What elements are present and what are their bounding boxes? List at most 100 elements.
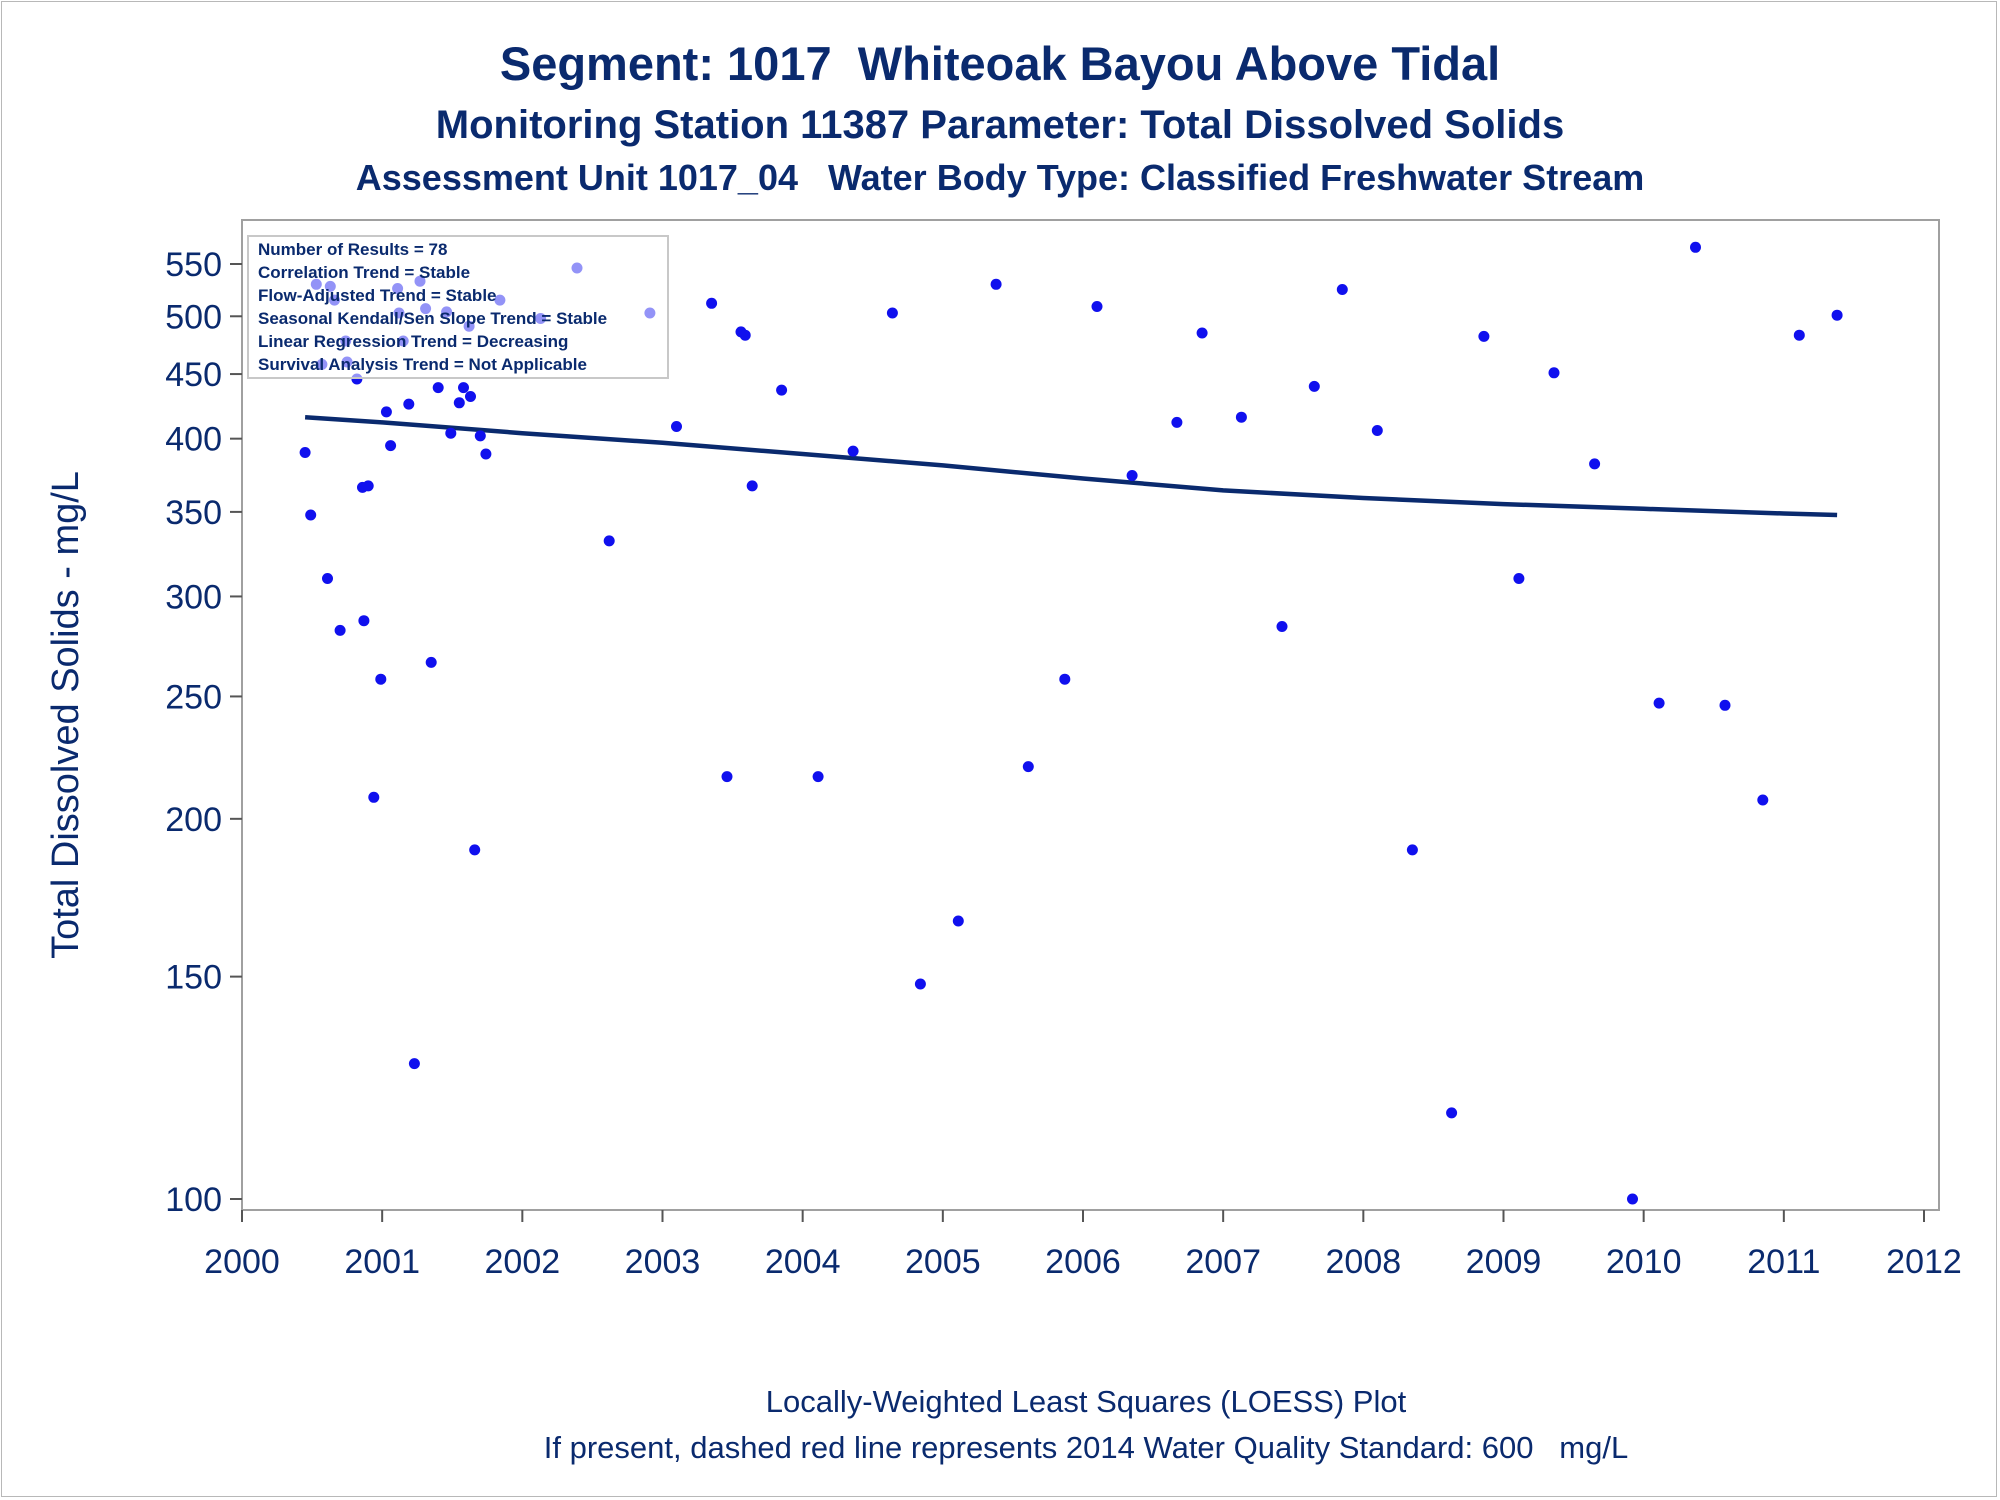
data-point [1336, 284, 1348, 295]
data-point [1126, 470, 1138, 481]
data-point [1059, 673, 1071, 685]
x-tick-label: 2000 [204, 1243, 280, 1281]
x-tick-label: 2005 [905, 1243, 981, 1281]
plot-area [241, 219, 1940, 1211]
data-point [1793, 329, 1805, 341]
data-point [990, 278, 1002, 290]
data-point [1513, 573, 1525, 584]
data-point [425, 656, 437, 668]
data-point [1371, 425, 1383, 436]
data-point [432, 382, 444, 394]
data-point [847, 445, 859, 457]
data-point [746, 480, 758, 492]
y-tick-label: 100 [165, 1181, 222, 1219]
stat-linear-regression-trend: Linear Regression Trend = Decreasing [258, 332, 568, 351]
y-axis-label: Total Dissolved Solids - mg/L [45, 471, 87, 959]
data-point [1276, 621, 1288, 632]
stat-survival-analysis-trend: Survival Analysis Trend = Not Applicable [258, 355, 587, 374]
data-point [1406, 844, 1418, 856]
x-tick-label: 2010 [1606, 1243, 1682, 1281]
data-point [1235, 411, 1247, 423]
y-tick-label: 350 [165, 494, 222, 532]
data-point [1653, 697, 1665, 709]
stats-legend-box: Number of Results = 78 Correlation Trend… [247, 235, 669, 379]
data-point [1478, 330, 1490, 342]
data-point [739, 329, 751, 341]
data-point [305, 509, 317, 521]
y-tick-label: 400 [165, 421, 222, 459]
data-point [408, 1058, 420, 1070]
data-point [706, 297, 718, 309]
data-point [1627, 1193, 1638, 1205]
data-point [1171, 416, 1183, 428]
data-point [812, 771, 824, 783]
stats-box-border [247, 235, 669, 379]
x-tick-label: 2001 [344, 1243, 420, 1281]
x-tick-label: 2009 [1466, 1243, 1542, 1281]
data-point [1091, 301, 1103, 312]
y-tick-label: 250 [165, 678, 222, 716]
data-point [1548, 367, 1560, 379]
stat-number-of-results: Number of Results = 78 [258, 240, 447, 259]
data-point [480, 448, 492, 460]
data-point [1719, 699, 1731, 711]
stat-correlation-trend: Correlation Trend = Stable [258, 263, 470, 282]
data-point [1022, 761, 1034, 773]
data-point [1757, 794, 1769, 806]
x-axis: 2000 2001 2002 2003 2004 2005 2006 2007 2008 2009… [204, 1210, 1962, 1281]
data-point [474, 430, 486, 442]
data-point [465, 391, 476, 402]
x-tick-label: 2002 [485, 1243, 561, 1281]
data-point [1196, 327, 1208, 339]
data-point [368, 791, 380, 803]
data-point [603, 535, 615, 547]
data-point [671, 421, 682, 432]
data-point [914, 978, 926, 990]
data-point [375, 673, 387, 685]
data-point [1308, 380, 1320, 392]
data-point [322, 573, 333, 584]
data-point [362, 480, 374, 492]
footnote-loess: Locally-Weighted Least Squares (LOESS) P… [766, 1384, 1407, 1419]
stat-flow-adjusted-trend: Flow-Adjusted Trend = Stable [258, 286, 497, 305]
data-point [403, 398, 415, 410]
x-tick-label: 2003 [625, 1243, 701, 1281]
data-point [453, 397, 465, 409]
chart-title: Segment: 1017 Whiteoak Bayou Above Tidal [500, 37, 1500, 90]
data-point [299, 447, 311, 458]
x-tick-label: 2012 [1886, 1243, 1962, 1281]
data-point [1589, 458, 1601, 470]
data-point [952, 915, 964, 927]
data-point [1446, 1107, 1458, 1119]
x-tick-label: 2011 [1747, 1243, 1820, 1281]
y-tick-label: 300 [165, 578, 222, 616]
data-point [469, 844, 481, 856]
y-tick-label: 200 [165, 801, 222, 839]
chart-subtitle-2: Assessment Unit 1017_04 Water Body Type:… [356, 157, 1645, 198]
data-point [445, 427, 457, 439]
data-point [1831, 309, 1843, 321]
y-tick-label: 550 [165, 246, 222, 284]
y-tick-label: 450 [165, 356, 222, 394]
data-point [334, 624, 346, 636]
y-tick-label: 500 [165, 298, 222, 336]
footnote-standard: If present, dashed red line represents 2… [544, 1430, 1628, 1465]
loess-curve [304, 414, 1838, 518]
x-tick-label: 2007 [1185, 1243, 1261, 1281]
data-point [1690, 241, 1701, 253]
x-tick-label: 2006 [1045, 1243, 1121, 1281]
x-tick-label: 2004 [765, 1243, 841, 1281]
loess-layer [304, 414, 1838, 518]
chart-subtitle: Monitoring Station 11387 Parameter: Tota… [436, 103, 1564, 147]
data-point [721, 771, 733, 783]
y-tick-label: 150 [165, 959, 222, 997]
x-tick-label: 2008 [1326, 1243, 1402, 1281]
y-axis: 100 150 200 250 300 350 400 450 500 550 [165, 246, 242, 1219]
data-point [886, 307, 898, 319]
data-point [458, 382, 469, 394]
data-point [380, 406, 392, 418]
points-layer [299, 241, 1843, 1205]
data-point [358, 615, 370, 627]
data-point [776, 384, 788, 396]
